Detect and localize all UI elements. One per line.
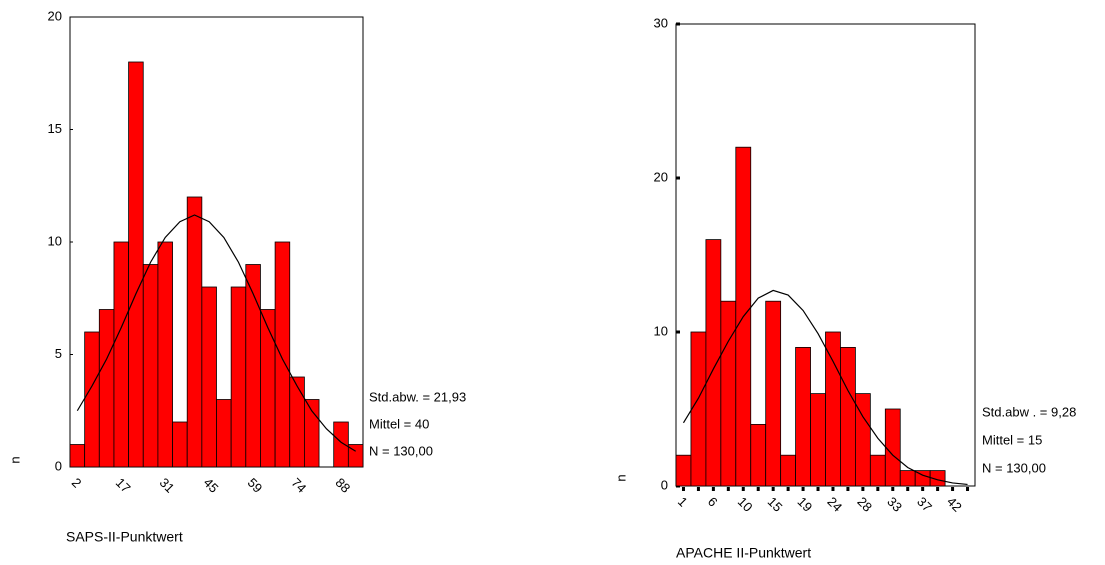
bar: [98, 309, 115, 468]
bar: [795, 346, 811, 487]
x-tick-label: 15: [765, 494, 786, 515]
x-tick-label: 2: [69, 475, 85, 491]
x-tick-label: 1: [675, 494, 691, 510]
bar: [142, 264, 159, 468]
bar: [855, 393, 871, 487]
bar: [690, 331, 707, 487]
x-tick-label: 42: [944, 494, 965, 515]
bar: [333, 421, 349, 468]
bar: [899, 470, 916, 487]
bar: [216, 399, 232, 468]
bar: [274, 241, 291, 468]
x-tick-label: 31: [157, 475, 178, 496]
y-tick-label: 0: [55, 458, 62, 473]
bar: [289, 376, 305, 468]
bar: [347, 444, 364, 468]
y-tick-label: 15: [48, 121, 62, 136]
x-tick-label: 19: [795, 494, 816, 515]
x-tick-label: 28: [854, 494, 875, 515]
stat-label: N = 130,00: [369, 443, 433, 458]
x-axis-label: APACHE II-Punktwert: [676, 545, 811, 561]
y-tick-label: 0: [661, 477, 668, 492]
bar: [765, 300, 782, 487]
x-tick-label: 17: [113, 475, 134, 496]
stat-label: Mittel = 40: [369, 416, 429, 431]
normal-curve: [682, 289, 968, 486]
bar: [825, 331, 841, 487]
bar: [260, 309, 276, 468]
bar: [230, 286, 247, 468]
bar: [157, 241, 173, 468]
bar: [69, 444, 86, 468]
x-tick-label: 24: [824, 494, 845, 515]
bar: [810, 393, 826, 487]
y-tick-label: 30: [654, 15, 668, 30]
y-tick-label: 10: [48, 233, 62, 248]
y-axis-label: n: [613, 474, 628, 481]
stat-label: Std.abw. = 21,93: [369, 389, 466, 404]
x-axis-label: SAPS-II-Punktwert: [66, 529, 183, 545]
bar: [705, 239, 722, 487]
bar: [929, 470, 946, 487]
bar: [884, 408, 901, 487]
bar: [113, 241, 129, 468]
y-tick-label: 10: [654, 323, 668, 338]
bar: [675, 454, 692, 487]
bar: [750, 423, 767, 487]
bar: [840, 346, 856, 487]
x-tick-label: 59: [245, 475, 266, 496]
normal-curve: [76, 214, 356, 452]
stat-label: N = 130,00: [982, 460, 1046, 475]
x-tick-label: 6: [705, 494, 721, 510]
bar: [869, 454, 886, 487]
y-axis-label: n: [7, 456, 22, 463]
bar: [303, 399, 320, 468]
stat-label: Std.abw . = 9,28: [982, 404, 1076, 419]
y-tick-label: 20: [654, 169, 668, 184]
x-tick-label: 10: [735, 494, 756, 515]
bar: [201, 286, 217, 468]
bar: [186, 196, 203, 468]
x-tick-label: 88: [332, 475, 353, 496]
bar: [720, 300, 737, 487]
x-tick-label: 37: [914, 494, 935, 515]
y-tick-label: 5: [55, 346, 62, 361]
bar: [172, 421, 188, 468]
x-tick-label: 33: [884, 494, 905, 515]
x-tick-label: 45: [201, 475, 222, 496]
bar: [84, 331, 100, 468]
y-tick-label: 20: [48, 8, 62, 23]
stat-label: Mittel = 15: [982, 432, 1042, 447]
x-tick-label: 74: [289, 475, 310, 496]
bar: [128, 61, 144, 468]
bar: [780, 454, 797, 487]
